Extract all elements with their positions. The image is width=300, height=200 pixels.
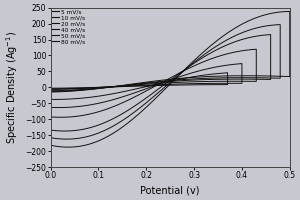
X-axis label: Potential (v): Potential (v) bbox=[140, 186, 200, 196]
Legend: 5 mV/s, 10 mV/s, 20 mV/s, 40 mV/s, 50 mV/s, 80 mV/s: 5 mV/s, 10 mV/s, 20 mV/s, 40 mV/s, 50 mV… bbox=[52, 9, 86, 45]
Y-axis label: Specific Density (Ag$^{-1}$): Specific Density (Ag$^{-1}$) bbox=[4, 31, 20, 144]
